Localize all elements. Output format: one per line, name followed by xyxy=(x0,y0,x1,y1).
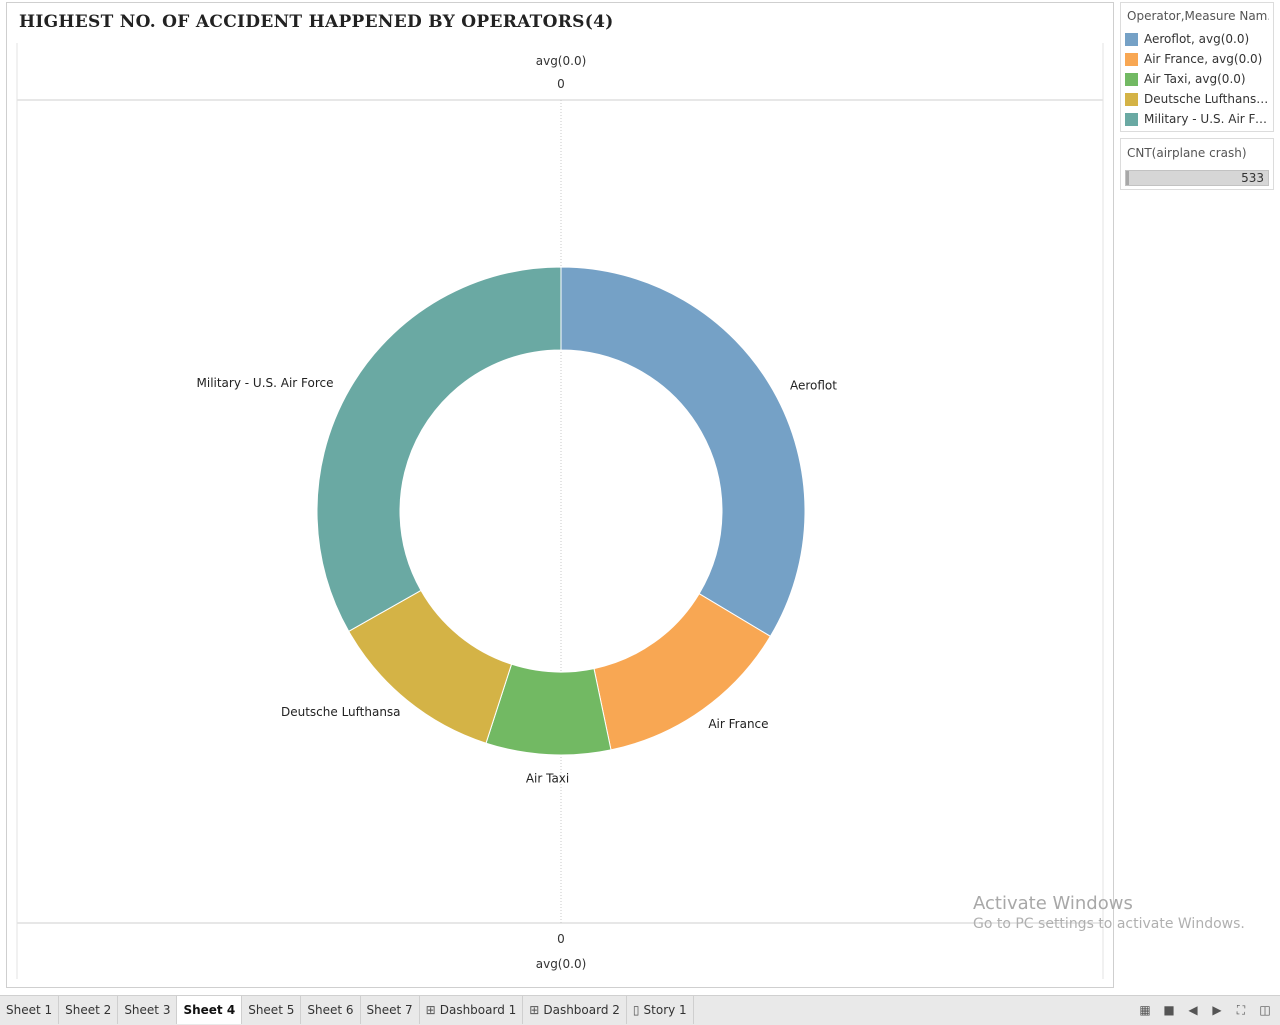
slice-label-deutsche-lufthansa: Deutsche Lufthansa xyxy=(281,705,401,719)
donut-slice-military-u-s-air-force[interactable] xyxy=(316,266,562,633)
legend-label: Deutsche Lufthansa, ... xyxy=(1144,92,1270,106)
present-icon[interactable]: ◫ xyxy=(1259,1003,1271,1017)
tab-dashboard-2[interactable]: ⊞ Dashboard 2 xyxy=(523,996,627,1024)
donut-slices xyxy=(316,266,806,756)
bottom-axis-tick: 0 xyxy=(557,932,565,946)
tab-label: Sheet 5 xyxy=(248,1003,295,1017)
size-legend-bar: 533 xyxy=(1125,170,1269,186)
tab-sheet-4[interactable]: Sheet 4 xyxy=(177,996,243,1024)
tab-sheet-6[interactable]: Sheet 6 xyxy=(301,996,361,1024)
tab-label: Dashboard 2 xyxy=(543,1003,620,1017)
legend-swatch xyxy=(1125,52,1138,66)
size-legend[interactable]: CNT(airplane crash) 533 xyxy=(1120,138,1274,190)
slice-label-military-u-s-air-force: Military - U.S. Air Force xyxy=(197,376,334,390)
legend-swatch xyxy=(1125,32,1138,46)
dashboard-icon: ⊞ xyxy=(529,1003,540,1017)
size-legend-title: CNT(airplane crash) xyxy=(1127,146,1247,160)
bottom-axis-label: avg(0.0) xyxy=(536,957,587,971)
tab-label: Sheet 4 xyxy=(183,1003,236,1017)
donut-chart[interactable]: avg(0.0) 0 0 avg(0.0) Aeroflot Air France… xyxy=(7,3,1113,987)
legend-item[interactable]: Air France, avg(0.0) xyxy=(1121,49,1273,69)
tab-sheet-1[interactable]: Sheet 1 xyxy=(0,996,60,1024)
tab-sheet-5[interactable]: Sheet 5 xyxy=(242,996,302,1024)
tab-label: Sheet 7 xyxy=(366,1003,413,1017)
legend-label: Air Taxi, avg(0.0) xyxy=(1144,72,1246,86)
tab-label: Story 1 xyxy=(643,1003,687,1017)
sheet-tab-bar: Sheet 1 Sheet 2 Sheet 3 Sheet 4 Sheet 5 Sheet… xyxy=(0,995,1280,1025)
top-axis-label: avg(0.0) xyxy=(536,54,587,68)
donut-labels: Aeroflot Air France Air Taxi Deutsche Lufth… xyxy=(197,376,838,786)
prev-icon[interactable]: ◀ xyxy=(1188,1003,1198,1017)
slice-label-air-france: Air France xyxy=(708,717,768,731)
activate-windows-watermark: Activate Windows Go to PC settings to ac… xyxy=(973,893,1245,932)
legend-label: Air France, avg(0.0) xyxy=(1144,52,1263,66)
size-legend-value: 533 xyxy=(1241,171,1264,185)
grid-view-icon[interactable]: ▦ xyxy=(1139,1003,1151,1017)
legend-item[interactable]: Air Taxi, avg(0.0) xyxy=(1121,69,1273,89)
tab-label: Sheet 2 xyxy=(65,1003,112,1017)
legend-label: Military - U.S. Air For... xyxy=(1144,112,1270,126)
next-icon[interactable]: ▶ xyxy=(1212,1003,1222,1017)
tab-sheet-3[interactable]: Sheet 3 xyxy=(118,996,178,1024)
tab-label: Sheet 6 xyxy=(307,1003,354,1017)
legend-item[interactable]: Deutsche Lufthansa, ... xyxy=(1121,89,1273,109)
watermark-title: Activate Windows xyxy=(973,893,1133,914)
color-legend[interactable]: Operator,Measure Nam... Aeroflot, avg(0.… xyxy=(1120,2,1274,132)
legend-title: Operator,Measure Nam... xyxy=(1127,9,1269,23)
story-icon: ▯ xyxy=(632,1003,640,1017)
legend-swatch xyxy=(1125,72,1138,86)
dashboard-icon: ⊞ xyxy=(425,1003,436,1017)
legend-item[interactable]: Military - U.S. Air For... xyxy=(1121,109,1273,129)
tab-sheet-2[interactable]: Sheet 2 xyxy=(59,996,119,1024)
top-axis-tick: 0 xyxy=(557,77,565,91)
tab-dashboard-1[interactable]: ⊞ Dashboard 1 xyxy=(420,996,524,1024)
legend-swatch xyxy=(1125,112,1138,126)
chart-title: HIGHEST NO. OF ACCIDENT HAPPENED BY OPER… xyxy=(19,12,614,32)
single-view-icon[interactable]: ■ xyxy=(1163,1003,1175,1017)
slice-label-air-taxi: Air Taxi xyxy=(526,772,569,786)
legend-swatch xyxy=(1125,92,1138,106)
chart-view: HIGHEST NO. OF ACCIDENT HAPPENED BY OPER… xyxy=(6,2,1114,988)
legend-item[interactable]: Aeroflot, avg(0.0) xyxy=(1121,29,1273,49)
donut-slice-aeroflot[interactable] xyxy=(560,266,806,637)
tab-label: Sheet 3 xyxy=(124,1003,171,1017)
tab-story-1[interactable]: ▯ Story 1 xyxy=(627,996,694,1024)
fullscreen-icon[interactable]: ⛶ xyxy=(1236,1002,1246,1017)
tab-label: Dashboard 1 xyxy=(439,1003,517,1017)
legend-label: Aeroflot, avg(0.0) xyxy=(1144,32,1250,46)
tab-sheet-7[interactable]: Sheet 7 xyxy=(361,996,420,1024)
tab-label: Sheet 1 xyxy=(6,1003,53,1017)
watermark-subtitle: Go to PC settings to activate Windows. xyxy=(973,916,1245,932)
slice-label-aeroflot: Aeroflot xyxy=(790,379,837,393)
